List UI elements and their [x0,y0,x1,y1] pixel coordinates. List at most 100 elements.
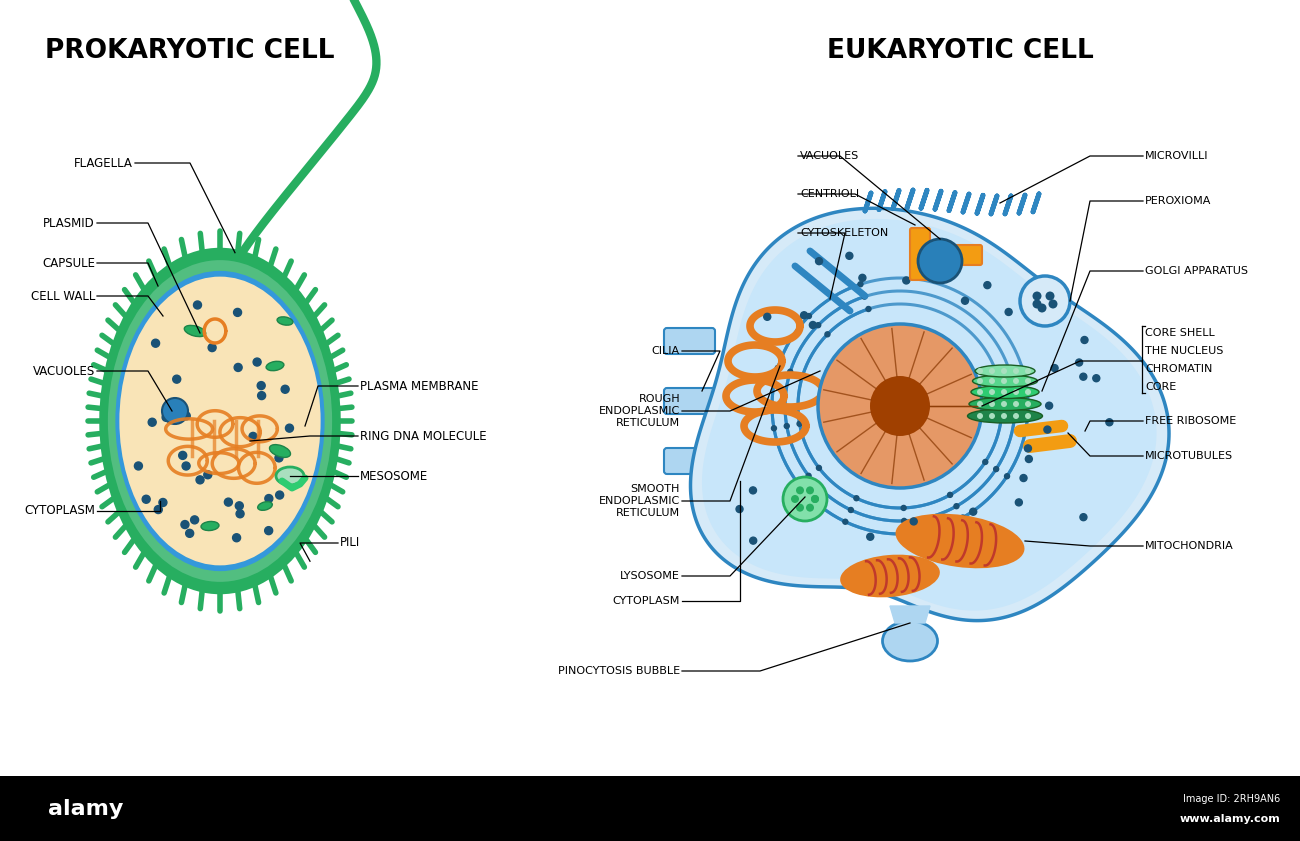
Circle shape [1024,413,1031,419]
Circle shape [1045,292,1054,300]
Circle shape [1037,304,1046,313]
Text: CORE SHELL: CORE SHELL [1145,328,1214,338]
Circle shape [962,297,968,304]
Circle shape [1005,309,1013,315]
Text: VACUOLES: VACUOLES [32,364,95,378]
Circle shape [1024,416,1030,421]
Circle shape [948,492,953,497]
Circle shape [816,465,822,470]
Circle shape [178,452,187,459]
Text: CAPSULE: CAPSULE [42,257,95,269]
Circle shape [866,306,871,311]
Circle shape [811,495,819,503]
Ellipse shape [202,521,218,531]
Circle shape [806,473,811,479]
Circle shape [1106,419,1113,426]
Ellipse shape [120,277,321,565]
Circle shape [235,502,243,510]
Circle shape [989,413,995,419]
Circle shape [978,389,983,395]
FancyBboxPatch shape [664,388,715,414]
Circle shape [750,487,757,494]
Circle shape [162,398,188,424]
Circle shape [204,471,212,479]
Circle shape [797,421,802,426]
Circle shape [764,314,771,320]
Circle shape [1024,378,1031,384]
Circle shape [901,505,906,510]
Circle shape [1001,378,1008,384]
Circle shape [815,323,820,328]
Circle shape [1011,415,1017,420]
Circle shape [1045,402,1053,410]
Circle shape [902,277,910,284]
Circle shape [162,413,170,421]
Text: LYSOSOME: LYSOSOME [620,571,680,581]
Circle shape [254,358,261,366]
Circle shape [1093,375,1100,382]
Text: MICROVILLI: MICROVILLI [1145,151,1209,161]
Text: MESOSOME: MESOSOME [360,469,428,483]
Circle shape [1013,401,1019,407]
Ellipse shape [896,514,1024,569]
Circle shape [989,378,995,384]
Circle shape [1032,299,1041,309]
Circle shape [970,508,976,516]
Ellipse shape [971,385,1039,399]
Circle shape [1082,336,1088,343]
Circle shape [902,518,906,523]
Text: Image ID: 2RH9AN6: Image ID: 2RH9AN6 [1183,794,1280,804]
Bar [0,776,1300,841]
Circle shape [177,406,185,414]
Circle shape [989,368,995,374]
Text: EUKARYOTIC CELL: EUKARYOTIC CELL [827,38,1093,64]
Circle shape [1013,389,1019,395]
Circle shape [1013,368,1019,374]
Circle shape [790,495,800,503]
Circle shape [134,462,143,470]
Ellipse shape [840,554,940,597]
Text: CILIA: CILIA [651,346,680,356]
Circle shape [978,368,983,374]
Circle shape [265,495,273,503]
Circle shape [826,332,829,336]
Text: PROKARYOTIC CELL: PROKARYOTIC CELL [46,38,335,64]
Text: CYTOPLASM: CYTOPLASM [612,596,680,606]
Circle shape [281,385,289,394]
Circle shape [233,534,240,542]
Ellipse shape [968,398,1041,410]
Text: PLASMA MEMBRANE: PLASMA MEMBRANE [360,379,478,393]
Ellipse shape [967,409,1043,423]
Circle shape [225,498,233,506]
Ellipse shape [266,362,283,371]
Circle shape [993,467,998,472]
Circle shape [796,481,801,486]
Circle shape [796,486,803,495]
Text: CENTRIOLI: CENTRIOLI [800,189,859,199]
Circle shape [815,257,823,265]
Circle shape [1001,389,1008,395]
Polygon shape [891,606,930,623]
Circle shape [1026,456,1032,463]
Circle shape [750,537,757,544]
Circle shape [846,252,853,259]
Circle shape [234,309,242,316]
Text: www.alamy.com: www.alamy.com [1179,814,1280,824]
Circle shape [234,363,242,372]
Circle shape [858,282,863,287]
Circle shape [250,432,257,441]
Circle shape [181,521,188,528]
Text: CYTOPLASM: CYTOPLASM [25,505,95,517]
Circle shape [1001,401,1008,407]
FancyBboxPatch shape [664,328,715,354]
Circle shape [1080,514,1087,521]
Circle shape [1001,413,1008,419]
Circle shape [842,519,848,524]
Circle shape [910,518,918,525]
Text: CORE: CORE [1145,382,1176,392]
Circle shape [998,414,1004,419]
Circle shape [800,373,805,378]
Circle shape [1015,499,1022,506]
Circle shape [978,401,983,407]
Circle shape [806,314,811,319]
